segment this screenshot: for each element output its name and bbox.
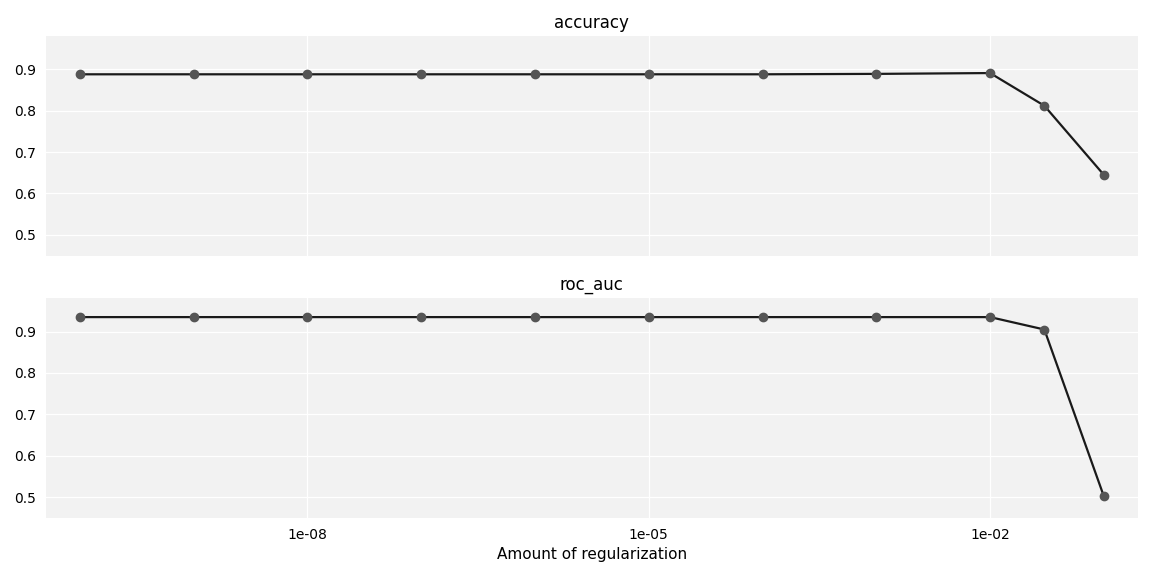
- Title: accuracy: accuracy: [554, 14, 629, 32]
- Title: roc_auc: roc_auc: [560, 276, 623, 294]
- X-axis label: Amount of regularization: Amount of regularization: [497, 547, 687, 562]
